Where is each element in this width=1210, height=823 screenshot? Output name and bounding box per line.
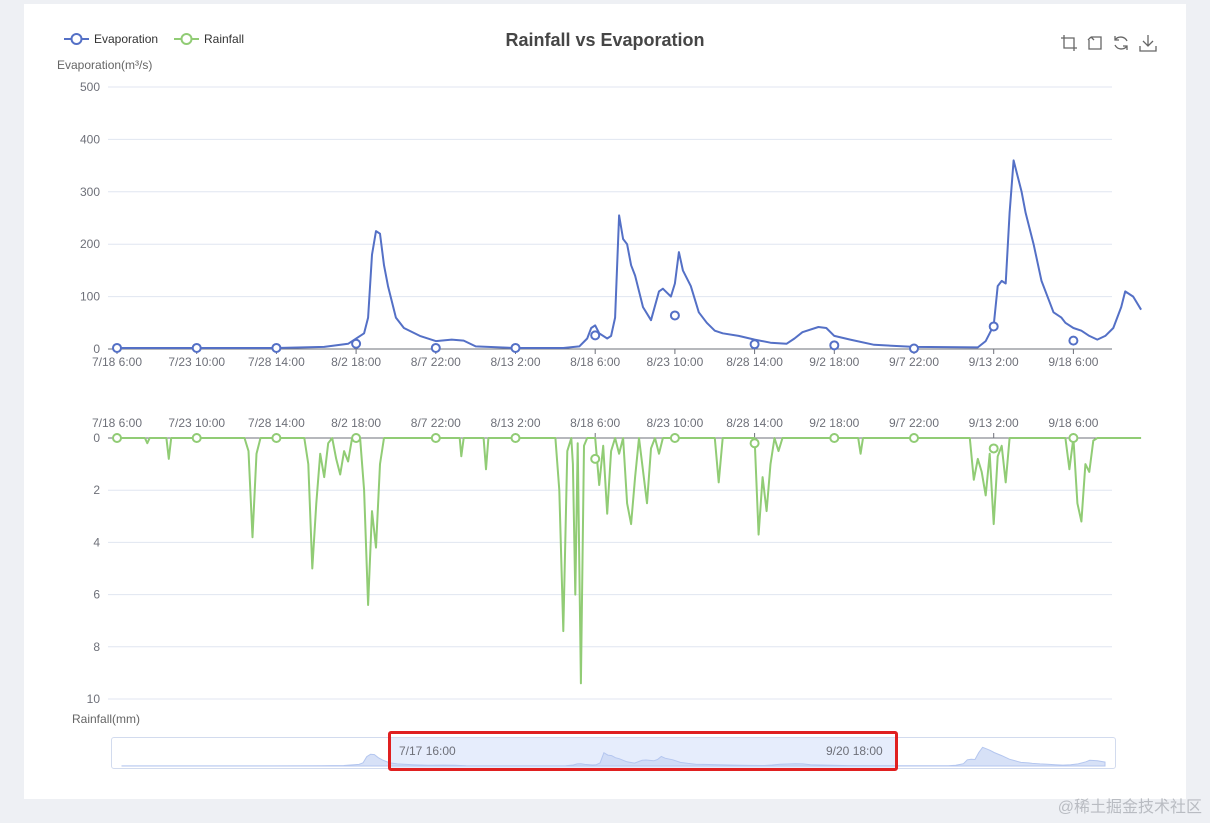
- x-tick-label: 9/2 18:00: [809, 416, 859, 430]
- zoom-reset-icon[interactable]: [1086, 34, 1104, 52]
- download-icon[interactable]: [1139, 34, 1157, 52]
- x-tick-label: 7/23 10:00: [168, 416, 225, 430]
- data-point: [590, 330, 601, 341]
- x-tick-label: 8/18 6:00: [570, 355, 620, 369]
- data-point: [112, 433, 122, 443]
- x-tick-label: 7/23 10:00: [168, 355, 225, 369]
- legend-line-evaporation-icon: [64, 33, 89, 45]
- x-tick-label: 9/7 22:00: [889, 355, 939, 369]
- y-axis-title-evaporation: Evaporation(m³/s): [57, 58, 153, 72]
- data-zoom-end-label: 9/20 18:00: [826, 744, 883, 758]
- chart-card: [24, 4, 1186, 799]
- y-tick-label: 8: [93, 640, 100, 654]
- x-tick-label: 9/2 18:00: [809, 355, 859, 369]
- x-tick-label: 8/2 18:00: [331, 416, 381, 430]
- y-tick-label: 500: [80, 80, 100, 94]
- x-tick-label: 8/23 10:00: [647, 416, 704, 430]
- legend-label-rainfall: Rainfall: [204, 32, 245, 46]
- y-axis-title-rainfall: Rainfall(mm): [72, 712, 141, 726]
- y-tick-label: 0: [93, 431, 100, 445]
- data-point: [112, 342, 122, 353]
- x-tick-label: 9/18 6:00: [1048, 355, 1098, 369]
- data-point: [1068, 433, 1079, 443]
- x-tick-label: 9/13 2:00: [969, 416, 1019, 430]
- data-zoom-slider[interactable]: [111, 737, 1116, 769]
- data-zoom-preview: [121, 738, 1106, 768]
- data-point: [271, 433, 282, 443]
- x-tick-label: 8/28 14:00: [726, 355, 783, 369]
- x-tick-label: 7/18 6:00: [92, 416, 142, 430]
- y-tick-label: 4: [93, 535, 100, 549]
- data-point: [909, 343, 919, 354]
- data-point: [988, 321, 999, 332]
- series-line-evaporation: [117, 159, 1142, 349]
- x-tick-label: 8/13 2:00: [490, 416, 540, 430]
- data-zoom-highlight-box: [388, 731, 898, 771]
- chart-title: Rainfall vs Evaporation: [505, 30, 705, 50]
- data-point: [669, 433, 680, 443]
- data-point: [510, 342, 521, 353]
- x-tick-label: 8/2 18:00: [331, 355, 381, 369]
- y-tick-label: 2: [93, 483, 100, 497]
- legend-item-rainfall[interactable]: Rainfall: [174, 30, 244, 48]
- y-tick-label: 10: [87, 692, 101, 706]
- data-point: [1068, 335, 1079, 346]
- watermark: @稀土掘金技术社区: [1057, 799, 1202, 816]
- zoom-select-icon[interactable]: [1060, 34, 1078, 52]
- x-tick-label: 8/23 10:00: [647, 355, 704, 369]
- x-tick-label: 7/28 14:00: [248, 416, 305, 430]
- data-point: [271, 342, 282, 353]
- data-point: [829, 340, 840, 351]
- data-point: [749, 339, 760, 350]
- data-point: [510, 433, 521, 443]
- data-point: [191, 342, 202, 353]
- legend-line-rainfall-icon: [174, 33, 199, 45]
- y-tick-label: 100: [80, 290, 100, 304]
- data-zoom-start-label: 7/17 16:00: [399, 744, 456, 758]
- legend-item-evaporation[interactable]: Evaporation: [64, 30, 158, 48]
- data-point: [749, 438, 760, 449]
- y-tick-label: 400: [80, 132, 100, 146]
- data-point: [351, 338, 362, 349]
- x-tick-label: 9/13 2:00: [969, 355, 1019, 369]
- data-zoom-preview-area: [121, 746, 1106, 767]
- x-tick-label: 7/28 14:00: [248, 355, 305, 369]
- x-tick-label: 8/7 22:00: [411, 416, 461, 430]
- data-point: [988, 443, 999, 454]
- x-tick-label: 8/7 22:00: [411, 355, 461, 369]
- y-tick-label: 6: [93, 588, 100, 602]
- legend-label-evaporation: Evaporation: [94, 32, 159, 46]
- data-point: [909, 433, 919, 443]
- x-tick-label: 7/18 6:00: [92, 355, 142, 369]
- restore-icon[interactable]: [1112, 34, 1130, 52]
- x-tick-label: 8/28 14:00: [726, 416, 783, 430]
- x-tick-label: 9/18 6:00: [1048, 416, 1098, 430]
- data-point: [351, 433, 362, 443]
- data-point: [829, 433, 840, 443]
- x-tick-label: 8/18 6:00: [570, 416, 620, 430]
- data-point: [669, 310, 680, 321]
- data-point: [430, 342, 441, 353]
- y-tick-label: 0: [93, 342, 100, 356]
- data-point: [430, 433, 441, 443]
- data-point: [590, 453, 601, 464]
- data-point: [191, 433, 202, 443]
- x-tick-label: 9/7 22:00: [889, 416, 939, 430]
- x-tick-label: 8/13 2:00: [490, 355, 540, 369]
- series-line-rainfall: [117, 437, 1142, 685]
- y-tick-label: 200: [80, 237, 100, 251]
- y-tick-label: 300: [80, 185, 100, 199]
